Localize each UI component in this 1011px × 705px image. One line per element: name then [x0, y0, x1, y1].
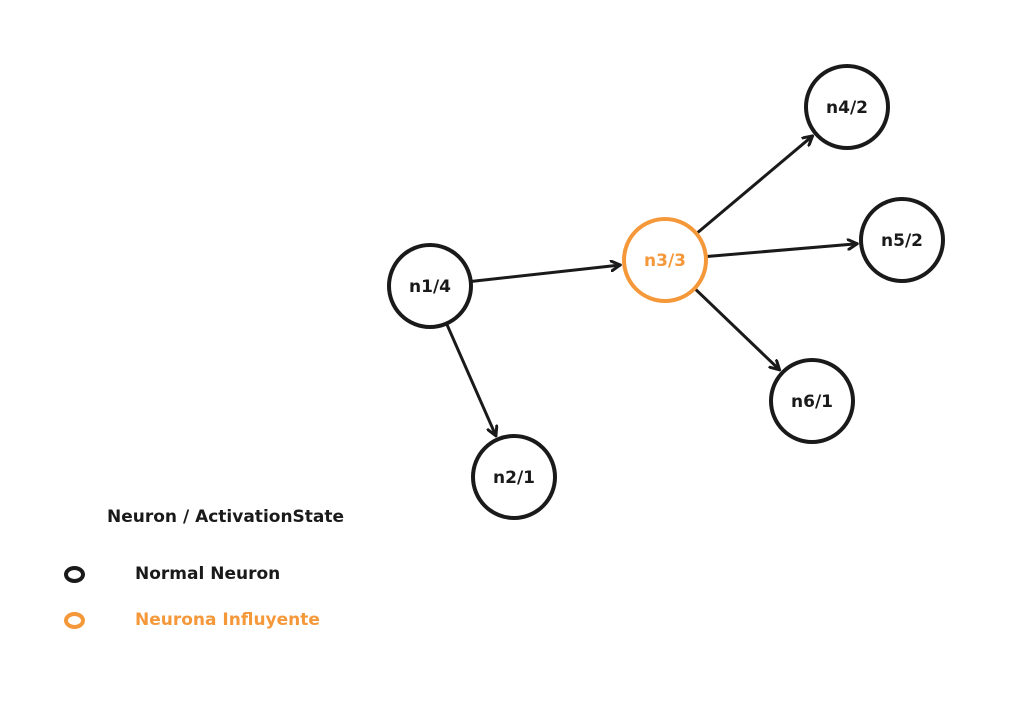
legend-item-influential: Neurona Influyente: [64, 604, 320, 636]
legend-influential-circle-icon: [64, 611, 85, 629]
node-n5-label: n5/2: [881, 231, 923, 251]
edge-n1-n3: [470, 265, 622, 283]
nodes-layer: n1/4 n2/1 n3/3 n4/2 n5/2 n6/1: [387, 64, 945, 520]
node-n1: n1/4: [387, 243, 473, 329]
node-n5: n5/2: [859, 197, 945, 283]
node-n4-circle: [804, 64, 890, 150]
node-n3-label: n3/3: [644, 251, 686, 271]
node-n3-circle: [622, 217, 708, 303]
node-n1-label: n1/4: [409, 277, 451, 297]
node-n4-label: n4/2: [826, 98, 868, 118]
edge-n3-n5: [705, 244, 859, 258]
node-n5-circle: [859, 197, 945, 283]
edge-n1-n2: [445, 322, 496, 438]
node-n3: n3/3: [622, 217, 708, 303]
node-n6: n6/1: [769, 358, 855, 444]
legend-normal-label: Normal Neuron: [135, 564, 281, 584]
edge-n3-n6: [693, 287, 782, 372]
node-n2-circle: [471, 434, 557, 520]
legend-item-normal: Normal Neuron: [64, 558, 280, 590]
edge-n3-n4: [695, 134, 815, 235]
edges-layer: [445, 134, 859, 438]
node-n6-circle: [769, 358, 855, 444]
node-n1-circle: [387, 243, 473, 329]
legend-title: Neuron / ActivationState: [107, 507, 345, 527]
node-n6-label: n6/1: [791, 392, 833, 412]
legend-influential-label: Neurona Influyente: [135, 610, 320, 630]
legend-normal-circle-icon: [64, 565, 85, 583]
node-n4: n4/2: [804, 64, 890, 150]
node-n2: n2/1: [471, 434, 557, 520]
node-n2-label: n2/1: [493, 468, 535, 488]
